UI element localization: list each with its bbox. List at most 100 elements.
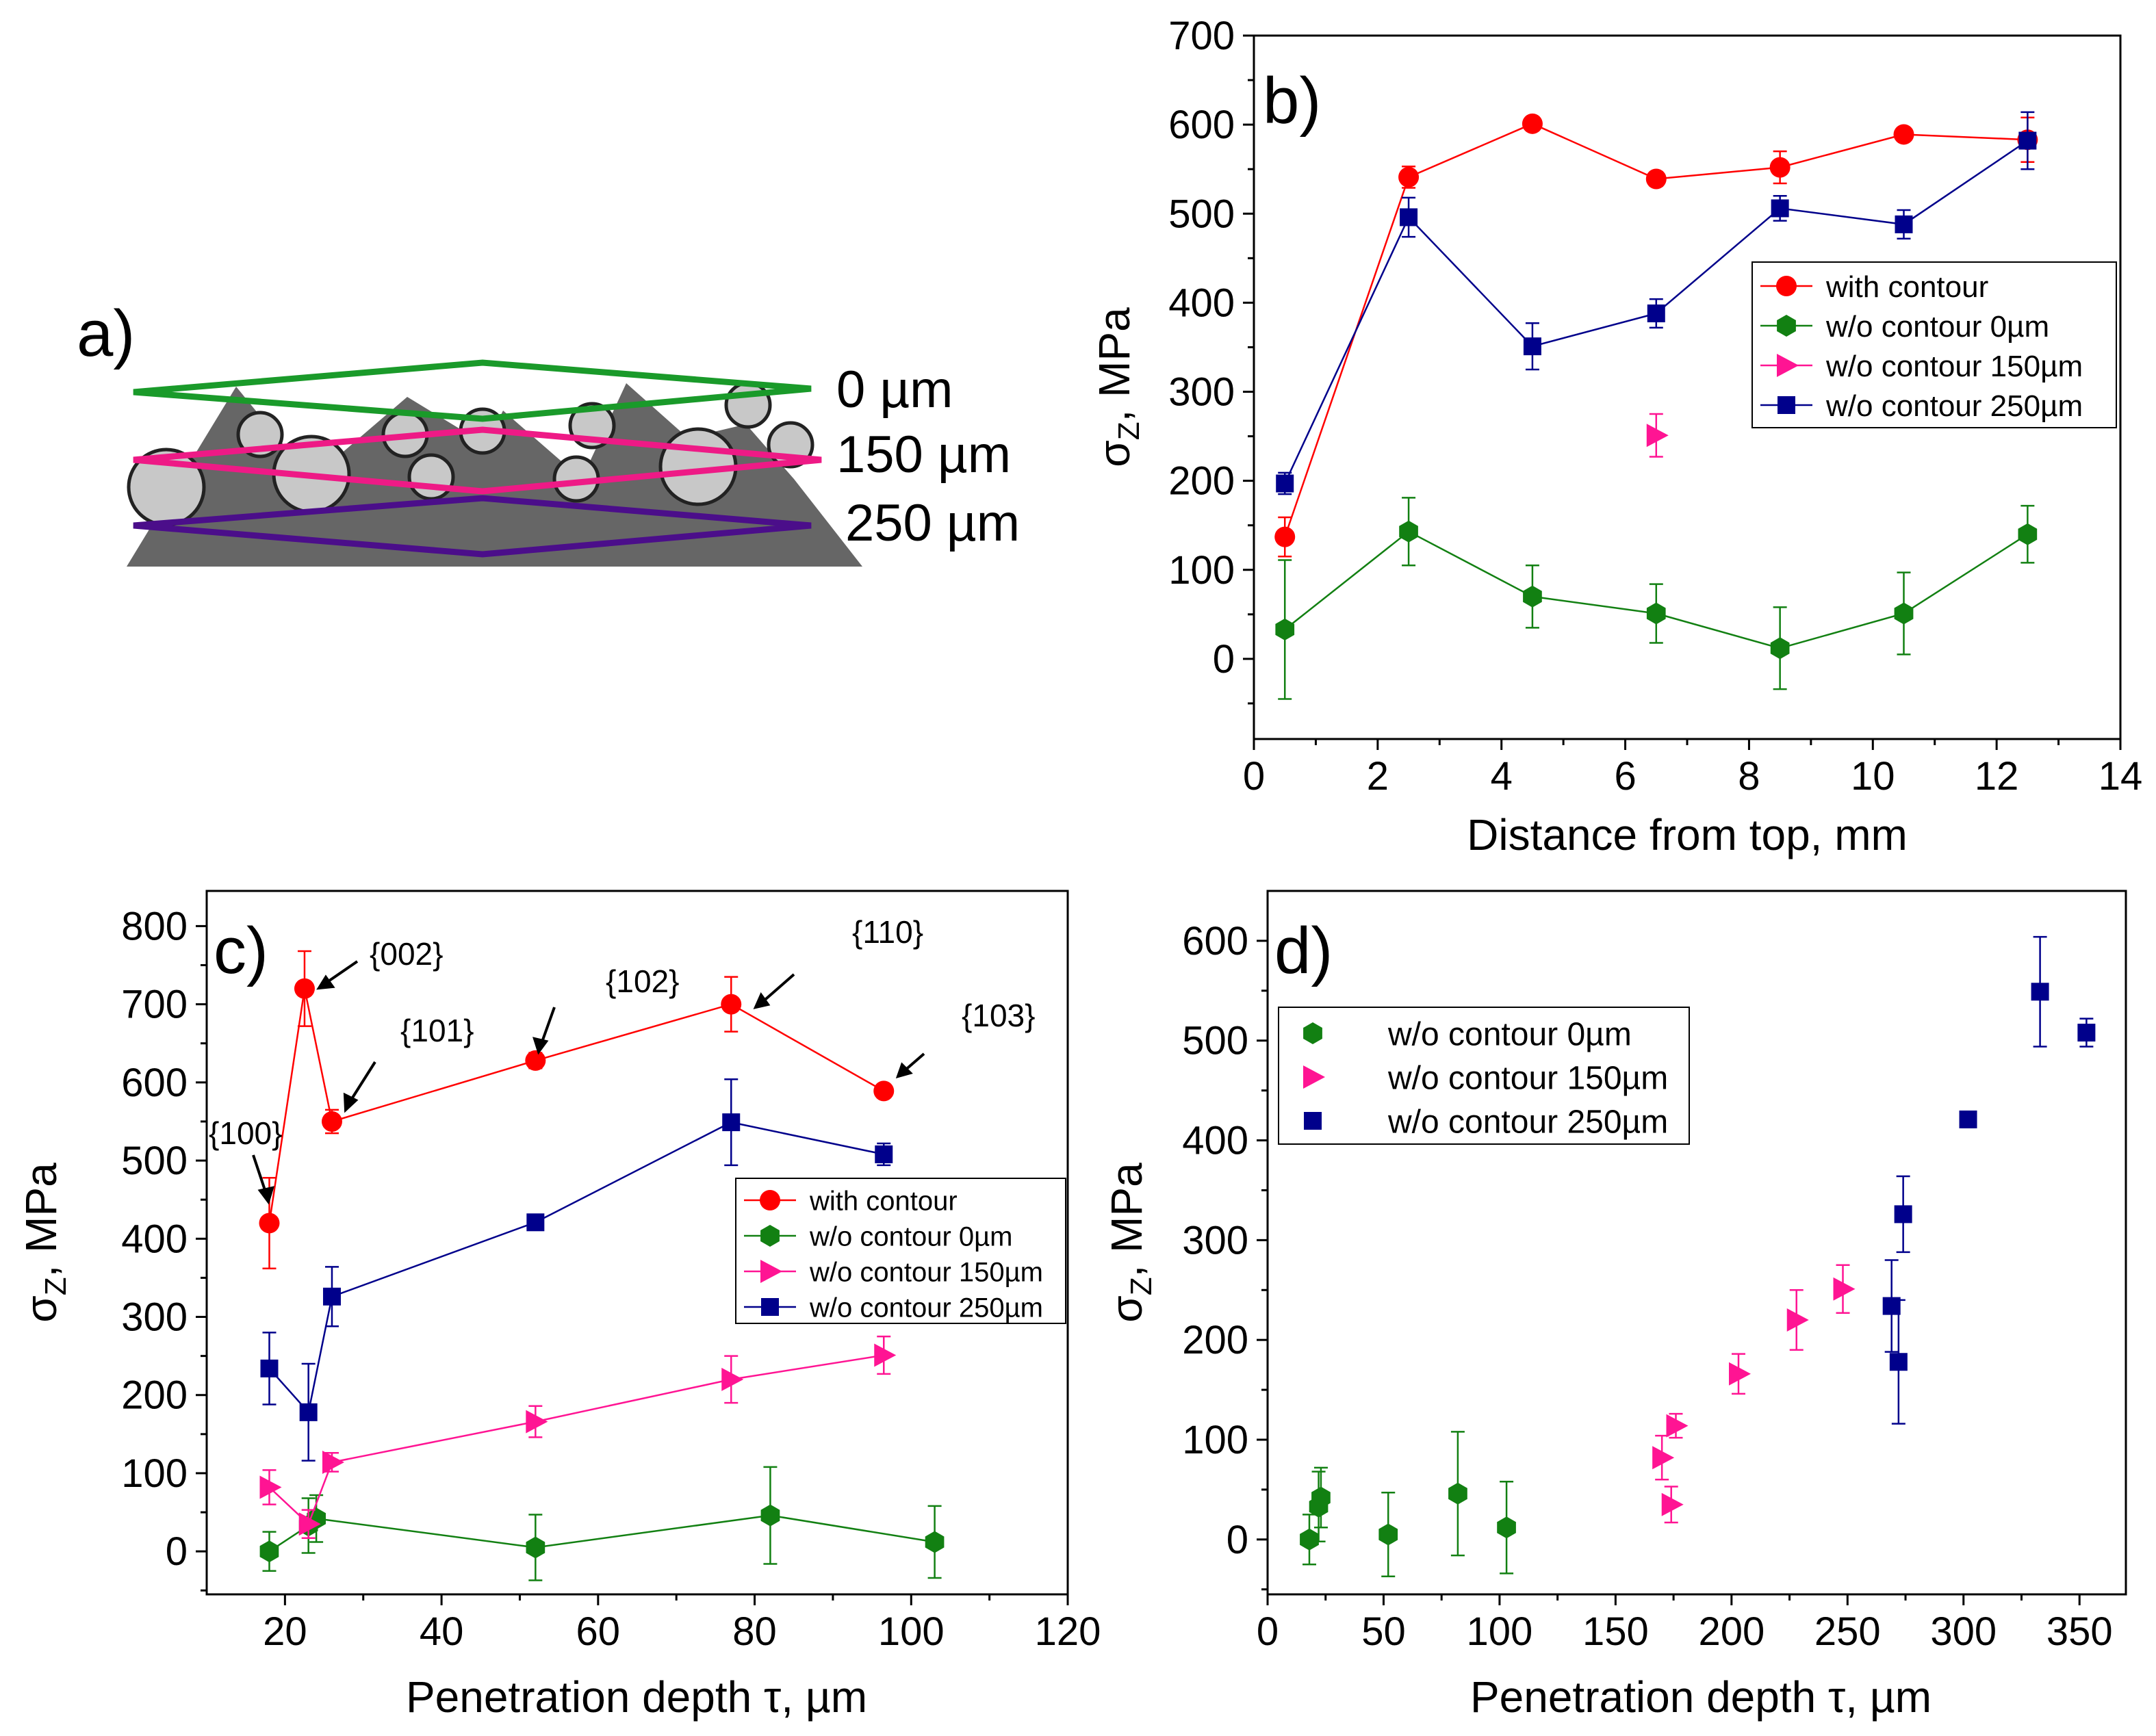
data-point	[760, 1504, 780, 1527]
y-tick-label: 300	[1182, 1218, 1248, 1262]
panel-b-xlabel: Distance from top, mm	[1467, 810, 1908, 859]
y-tick-label: 600	[121, 1061, 188, 1105]
data-point	[875, 1145, 893, 1163]
legend-marker	[1777, 354, 1799, 377]
annotation-102: {102}	[606, 963, 679, 999]
data-point	[2077, 1024, 2096, 1042]
panel-c-data	[259, 950, 945, 1581]
series-line	[268, 988, 884, 1223]
y-tick-label: 400	[121, 1217, 188, 1261]
series-w-o-contour-250-m	[1882, 935, 2096, 1425]
x-tick-label: 0	[1243, 754, 1265, 799]
data-point	[722, 1113, 741, 1132]
data-point	[1889, 1353, 1908, 1371]
x-tick-label: 80	[732, 1609, 777, 1654]
legend-label: w/o contour 150µm	[1825, 350, 2083, 383]
data-point	[525, 1050, 546, 1071]
annotation-arrowhead	[343, 1092, 359, 1113]
x-tick-label: 20	[263, 1609, 307, 1654]
data-point	[298, 1512, 321, 1536]
annotation-103: {103}	[962, 998, 1035, 1033]
annotation-110: {110}	[852, 914, 923, 950]
data-point	[2018, 523, 2038, 545]
y-tick-label: 200	[1168, 459, 1235, 504]
data-point	[1276, 474, 1294, 493]
panel-d-legend: w/o contour 0µm w/o contour 150µm w/o cont…	[1278, 1007, 1690, 1145]
y-tick-label: 100	[121, 1451, 188, 1496]
panel-d-xlabel: Penetration depth τ, µm	[1470, 1672, 1932, 1722]
x-tick-label: 350	[2046, 1609, 2113, 1654]
y-tick-label: 300	[121, 1295, 188, 1340]
legend-label: w/o contour 0µm	[1387, 1016, 1632, 1052]
data-point	[1523, 337, 1541, 356]
annotation-002: {002}	[370, 936, 443, 972]
x-tick-label: 6	[1614, 754, 1636, 799]
x-tick-label: 60	[576, 1609, 621, 1654]
x-tick-label: 50	[1361, 1609, 1406, 1654]
panel-b-chart: 0 2 4 6 8 10 12 14 0 100 200 300 400 500 600 700 with c…	[1090, 14, 2142, 859]
powder-particle	[724, 381, 772, 429]
x-tick-label: 150	[1582, 1609, 1649, 1654]
powder-layer-slab	[127, 383, 862, 567]
series-with-contour	[259, 950, 895, 1269]
data-point	[259, 1213, 280, 1234]
data-point	[1895, 215, 1913, 233]
legend-marker	[760, 1225, 780, 1247]
series-w-o-contour-0-m	[259, 1466, 945, 1581]
legend-marker	[1777, 315, 1796, 337]
legend-label: w/o contour 250µm	[1387, 1104, 1668, 1140]
y-tick-label: 400	[1182, 1119, 1248, 1163]
series-w-o-contour-0-m	[1275, 497, 2038, 700]
data-point	[321, 1111, 342, 1132]
data-point	[1523, 585, 1542, 608]
panel-c-xlabel: Penetration depth τ, µm	[406, 1672, 867, 1722]
legend-marker	[1776, 276, 1797, 296]
plane-0um	[133, 359, 812, 422]
legend-marker	[1303, 1022, 1322, 1044]
data-point	[1311, 1486, 1331, 1509]
x-tick-label: 12	[1975, 754, 2019, 799]
panel-b-axes: 0 2 4 6 8 10 12 14 0 100 200 300 400 500 600 700	[1168, 14, 2142, 799]
data-point	[1646, 602, 1666, 625]
data-point	[721, 1367, 744, 1391]
series-w-o-contour-150-m	[1652, 1264, 1856, 1524]
annotation-arrow	[760, 973, 795, 1005]
annotation-arrowhead	[895, 1062, 913, 1078]
legend-label: with contour	[1825, 270, 1988, 304]
panel-c-chart: 20 40 60 80 100 1200100200300400500600700800 …	[16, 890, 1101, 1722]
x-tick-label: 4	[1491, 754, 1513, 799]
data-point	[259, 1475, 282, 1499]
y-tick-label: 0	[166, 1529, 188, 1574]
panel-d-chart: 0 50 100 150 200 250 300 350 0 100 200 300 400 500 600…	[1102, 890, 2127, 1722]
panel-d-ylabel: σZ, MPa	[1102, 1163, 1158, 1323]
data-point	[526, 1410, 548, 1434]
data-point	[1893, 124, 1914, 145]
data-point	[1652, 1446, 1675, 1470]
x-tick-label: 10	[1851, 754, 1895, 799]
data-point	[1771, 199, 1789, 218]
x-tick-label: 100	[1467, 1609, 1533, 1654]
data-point	[873, 1080, 895, 1102]
legend-box	[1751, 261, 2117, 428]
panel-b-legend: with contour w/o contour 0µm w/o contour 1…	[1751, 261, 2117, 428]
legend-box	[735, 1178, 1066, 1324]
panel-c-annotations: {100} {002} {101} {102} {110} {103}	[209, 914, 1035, 1205]
legend-marker	[760, 1190, 780, 1210]
panel-d-data	[1300, 935, 2096, 1578]
data-point	[1398, 166, 1420, 187]
x-tick-label: 0	[1257, 1609, 1279, 1654]
panel-c-frame	[205, 890, 1069, 1596]
data-point	[1300, 1528, 1319, 1551]
layer-label-250um: 250 µm	[845, 494, 1020, 552]
panel-b-label: b)	[1263, 64, 1321, 138]
data-point	[322, 1287, 341, 1306]
data-point	[1894, 602, 1914, 625]
data-point	[1786, 1308, 1809, 1332]
legend-marker	[760, 1260, 782, 1283]
y-tick-label: 0	[1213, 637, 1235, 682]
data-point	[322, 1450, 344, 1474]
y-tick-label: 200	[121, 1373, 188, 1418]
y-tick-label: 500	[1168, 192, 1235, 236]
legend-label: w/o contour 250µm	[809, 1293, 1043, 1323]
